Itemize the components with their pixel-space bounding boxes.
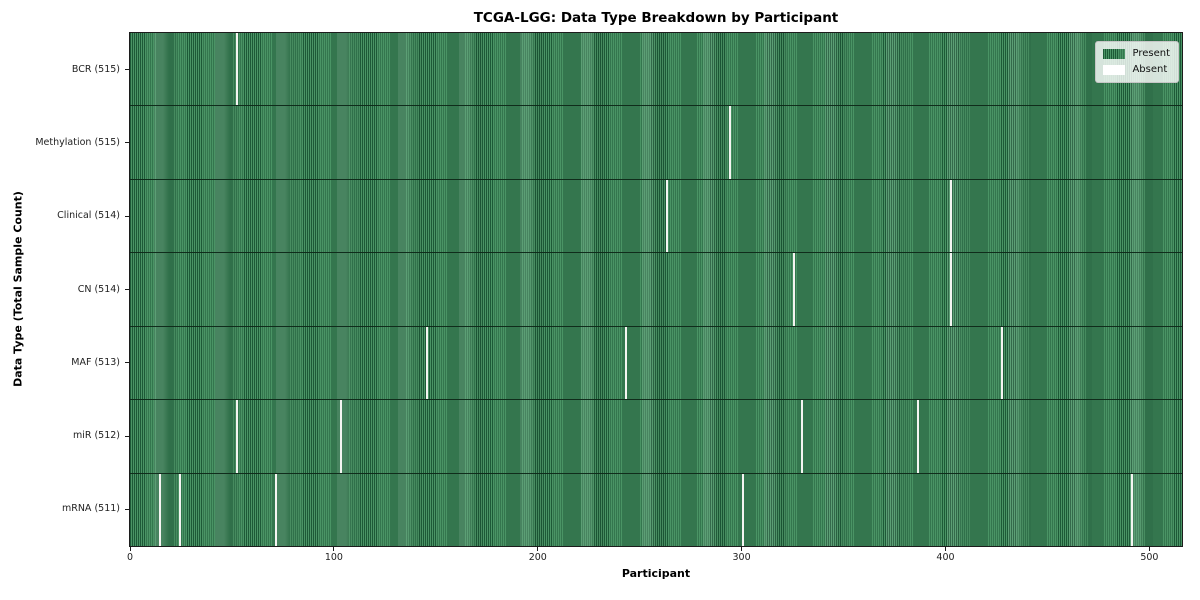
absent-line bbox=[236, 400, 239, 473]
plot-area bbox=[129, 32, 1183, 547]
x-axis-tick bbox=[333, 547, 335, 551]
legend-label: Absent bbox=[1132, 64, 1168, 75]
absent-line bbox=[274, 473, 277, 546]
heatmap-row bbox=[130, 179, 1182, 254]
y-axis-tick-label: BCR (515) bbox=[71, 63, 120, 75]
x-axis-tick bbox=[945, 547, 946, 551]
x-axis-tick-label: 500 bbox=[1140, 552, 1159, 563]
absent-line bbox=[340, 400, 342, 473]
absent-line bbox=[425, 326, 428, 400]
heatmap-row bbox=[130, 473, 1182, 546]
absent-swatch bbox=[1103, 65, 1126, 75]
absent-line bbox=[666, 179, 669, 253]
absent-line bbox=[916, 400, 919, 473]
y-axis-tick-label: Clinical (514) bbox=[57, 210, 120, 222]
legend-item: Present bbox=[1103, 48, 1170, 60]
y-axis-tick-label: mRNA (511) bbox=[61, 503, 120, 515]
legend-label: Present bbox=[1132, 48, 1170, 59]
x-axis-tick bbox=[537, 547, 539, 551]
absent-line bbox=[792, 253, 795, 326]
y-axis-tick-label: CN (514) bbox=[77, 283, 120, 295]
y-axis-tick bbox=[125, 508, 129, 510]
absent-line bbox=[236, 33, 239, 106]
heatmap-row bbox=[130, 253, 1182, 327]
absent-line bbox=[1131, 473, 1134, 546]
y-axis-tick bbox=[125, 289, 129, 290]
heatmap-row bbox=[130, 33, 1182, 107]
heatmap-row bbox=[130, 400, 1182, 474]
y-axis-tick bbox=[125, 435, 129, 437]
y-axis-tick-label: Methylation (515) bbox=[35, 136, 120, 148]
x-axis-label: Participant bbox=[621, 567, 691, 580]
absent-line bbox=[625, 326, 628, 400]
x-axis-tick-label: 100 bbox=[324, 552, 343, 563]
y-axis-tick-label: miR (512) bbox=[72, 430, 120, 442]
absent-line bbox=[158, 473, 161, 546]
y-axis-tick bbox=[125, 362, 129, 364]
legend: Present Absent bbox=[1095, 41, 1179, 83]
heatmap-row bbox=[130, 326, 1182, 401]
chart-title: TCGA-LGG: Data Type Breakdown by Partici… bbox=[473, 10, 839, 26]
absent-line bbox=[741, 473, 744, 546]
y-axis-tick bbox=[125, 215, 129, 217]
absent-line bbox=[1000, 326, 1003, 400]
y-axis-tick-label: MAF (513) bbox=[71, 356, 120, 368]
heatmap-row bbox=[130, 106, 1182, 180]
x-axis-tick-label: 200 bbox=[528, 552, 547, 563]
legend-item: Absent bbox=[1103, 64, 1170, 76]
y-axis-tick bbox=[125, 69, 129, 71]
x-axis-tick bbox=[741, 547, 743, 551]
absent-line bbox=[178, 473, 181, 546]
x-axis-tick bbox=[1148, 547, 1150, 551]
absent-line bbox=[949, 179, 952, 253]
absent-line bbox=[800, 400, 803, 473]
x-axis-tick-label: 300 bbox=[732, 552, 751, 563]
y-axis-tick bbox=[125, 142, 129, 144]
x-axis-tick-label: 0 bbox=[126, 552, 134, 563]
present-swatch bbox=[1103, 49, 1126, 59]
absent-line bbox=[729, 106, 732, 179]
x-axis-tick-label: 400 bbox=[936, 552, 955, 563]
absent-line bbox=[949, 253, 952, 326]
x-axis-tick bbox=[129, 547, 131, 551]
